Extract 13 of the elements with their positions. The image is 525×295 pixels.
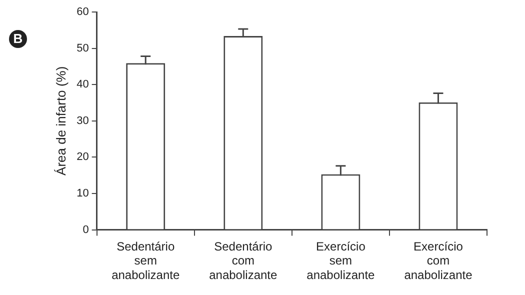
y-tick-label: 30	[76, 114, 89, 127]
x-tick-label: Sedentário sem anabolizante	[112, 239, 180, 282]
text: B	[9, 30, 27, 48]
y-tick-label: 40	[76, 78, 89, 91]
y-tick-label: 50	[76, 42, 89, 54]
x-tick-label: Exercício sem anabolizante	[306, 239, 376, 282]
y-axis-title: Área de infarto (%)	[53, 66, 68, 176]
y-tick-label: 10	[76, 188, 89, 200]
y-tick-label: 60	[76, 6, 89, 18]
x-tick-label: Exercício com anabolizante	[404, 239, 473, 282]
y-tick-label: 0	[82, 224, 89, 236]
x-tick-label: Sedentário com anabolizante	[209, 239, 278, 282]
y-tick-label: 20	[76, 151, 89, 164]
